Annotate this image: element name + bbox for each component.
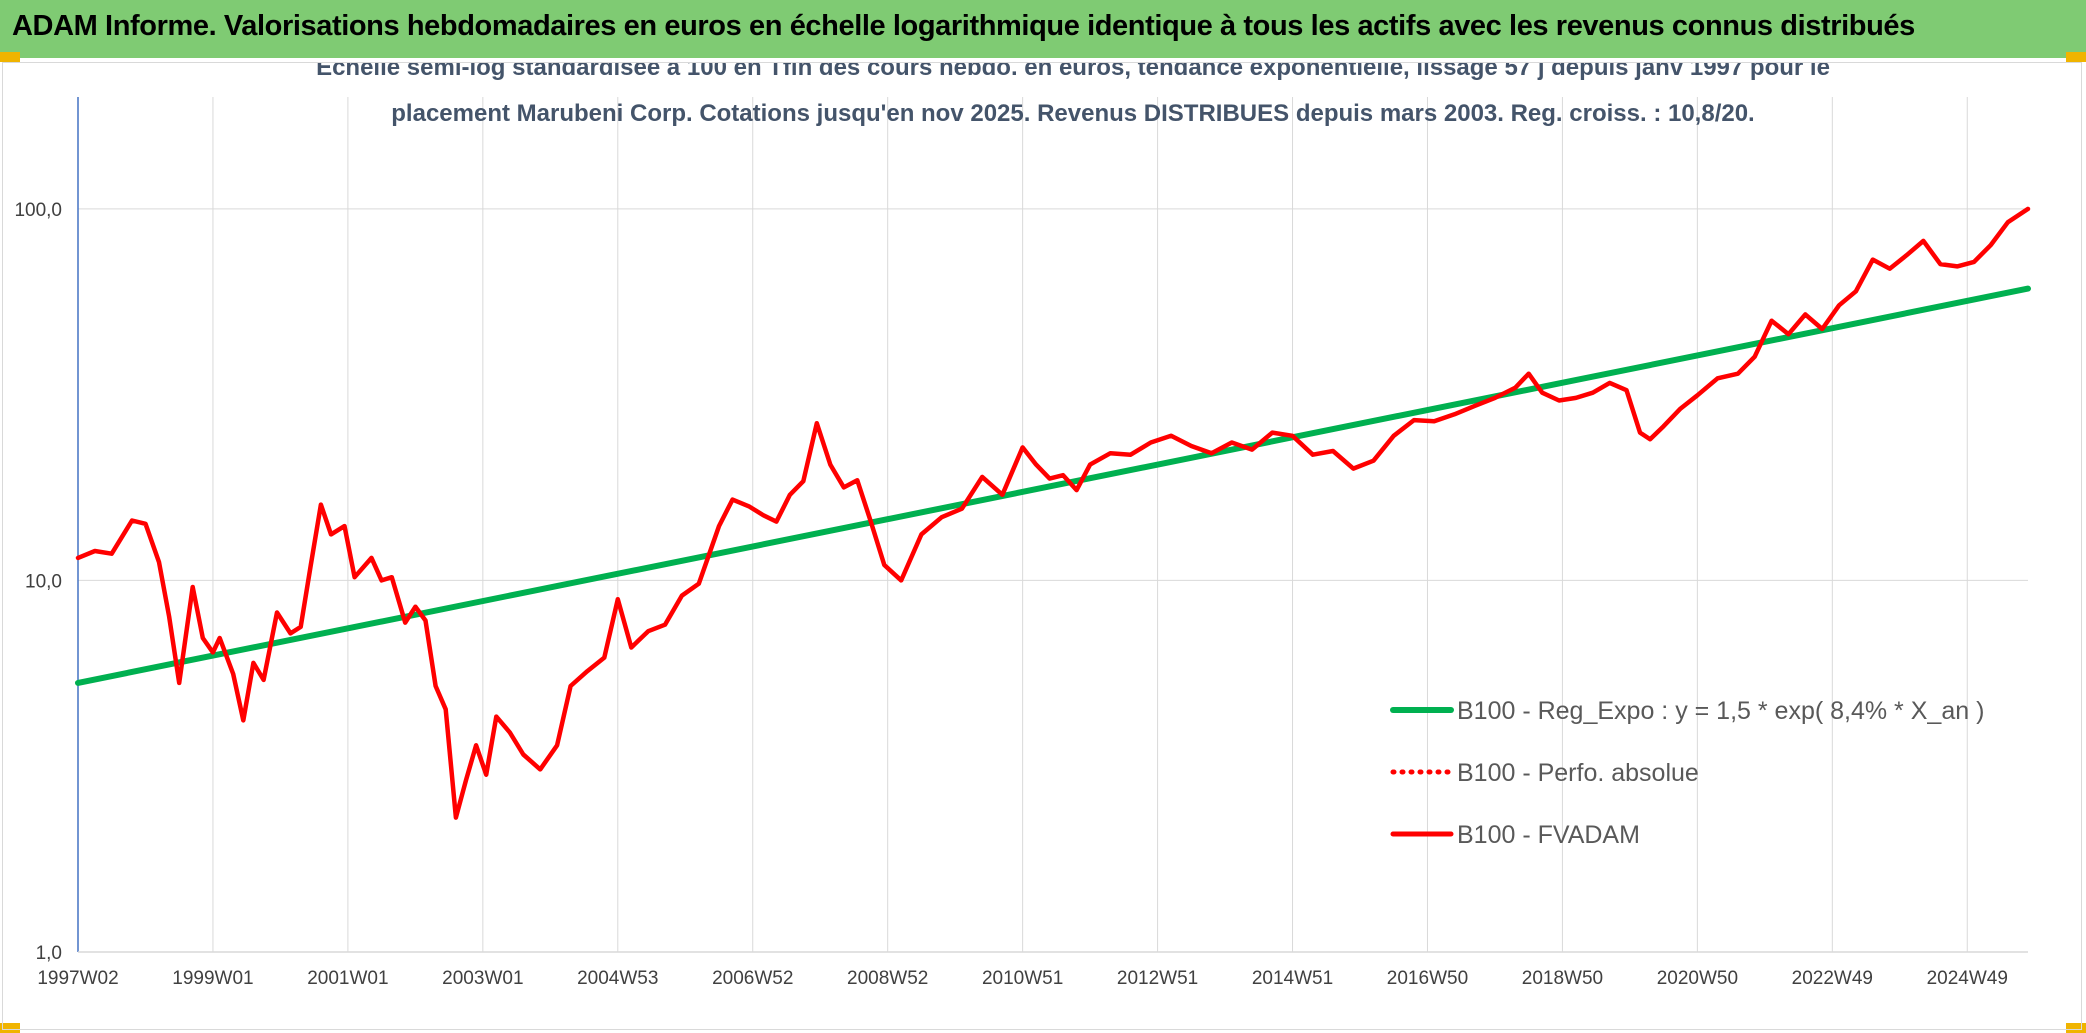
fvadam-series-line bbox=[75, 206, 2031, 820]
x-tick-label: 2003W01 bbox=[442, 968, 523, 989]
y-tick-label: 1,0 bbox=[36, 943, 62, 964]
x-tick-label: 1997W02 bbox=[37, 968, 118, 989]
y-tick-label: 100,0 bbox=[14, 200, 62, 221]
x-tick-label: 2022W49 bbox=[1792, 968, 1873, 989]
x-tick-label: 2020W50 bbox=[1657, 968, 1738, 989]
x-tick-label: 2010W51 bbox=[982, 968, 1063, 989]
report-banner: ADAM Informe. Valorisations hebdomadaire… bbox=[0, 0, 2086, 58]
x-tick-label: 2008W52 bbox=[847, 968, 928, 989]
corner-marker-bottom-left bbox=[0, 1023, 20, 1033]
legend-label-2: B100 - FVADAM bbox=[1457, 821, 1640, 849]
x-tick-label: 2004W53 bbox=[577, 968, 658, 989]
regression-trend-line bbox=[75, 285, 2031, 686]
chart-title-line: placement Marubeni Corp. Cotations jusqu… bbox=[391, 100, 1754, 127]
corner-marker-bottom-right bbox=[2066, 1023, 2086, 1033]
x-tick-label: 2006W52 bbox=[712, 968, 793, 989]
legend-label-0: B100 - Reg_Expo : y = 1,5 * exp( 8,4% * … bbox=[1457, 697, 1984, 725]
corner-marker-left bbox=[0, 52, 20, 62]
x-tick-label: 2012W51 bbox=[1117, 968, 1198, 989]
y-tick-label: 10,0 bbox=[25, 571, 62, 592]
semi-log-chart: 1997W02 1999W01 2001W01 2003W01 2004W53 2006W… bbox=[14, 63, 2031, 989]
chart-title-line: Echelle semi-log standardisée à 100 en T… bbox=[316, 63, 1830, 81]
x-tick-label: 2016W50 bbox=[1387, 968, 1468, 989]
corner-marker-right bbox=[2066, 52, 2086, 62]
banner-title: ADAM Informe. Valorisations hebdomadaire… bbox=[12, 10, 1915, 42]
x-tick-label: 2024W49 bbox=[1927, 968, 2008, 989]
legend-label-1: B100 - Perfo. absolue bbox=[1457, 759, 1699, 787]
x-tick-label: 2001W01 bbox=[307, 968, 388, 989]
x-tick-label: 2018W50 bbox=[1522, 968, 1603, 989]
x-tick-label: 1999W01 bbox=[172, 968, 253, 989]
x-tick-label: 2014W51 bbox=[1252, 968, 1333, 989]
chart-frame: 1997W02 1999W01 2001W01 2003W01 2004W53 2006W… bbox=[2, 62, 2082, 1030]
